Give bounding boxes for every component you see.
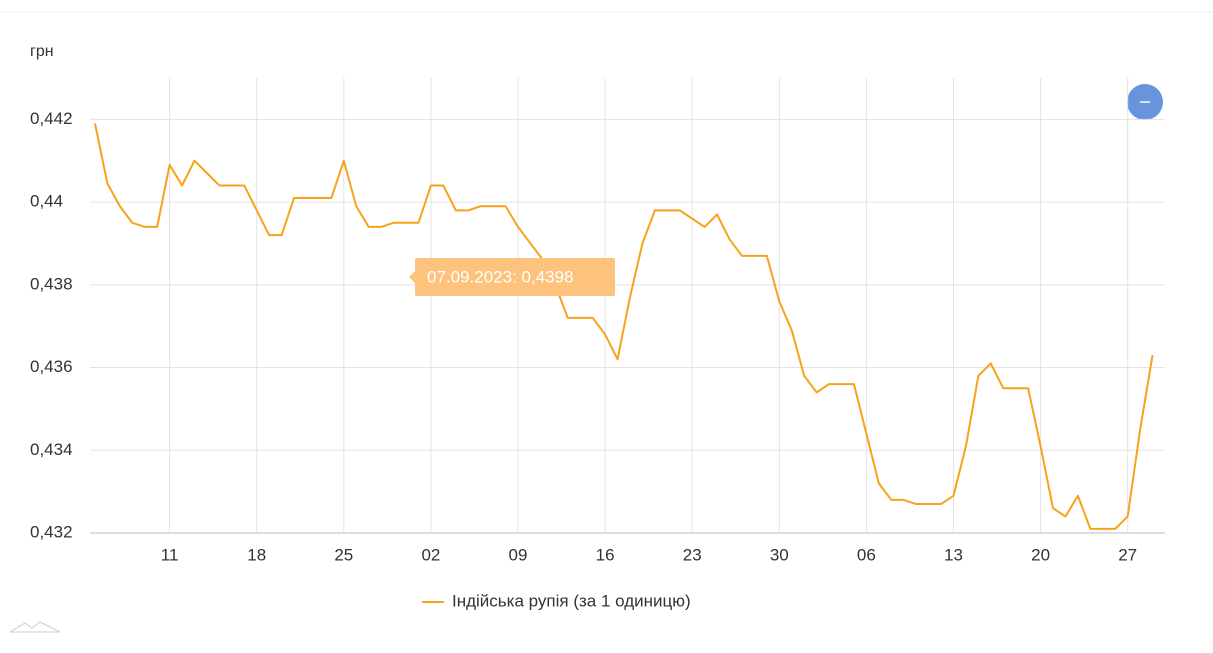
y-tick-label: 0,432 [30, 522, 73, 541]
x-tick-label: 09 [509, 545, 528, 564]
tooltip: 07.09.2023: 0,4398 [409, 258, 615, 296]
logo-icon [9, 621, 61, 633]
y-tick-label: 0,438 [30, 274, 73, 293]
x-tick-label: 27 [1118, 545, 1137, 564]
y-tick-label: 0,44 [30, 192, 63, 211]
data-line [93, 123, 1154, 530]
x-tick-label: 18 [247, 545, 266, 564]
legend-label: Індійська рупія (за 1 одиницю) [452, 591, 691, 610]
y-tick-label: 0,436 [30, 357, 73, 376]
y-tick-label: 0,434 [30, 440, 73, 459]
x-tick-label: 30 [770, 545, 789, 564]
tooltip-arrow [409, 271, 415, 283]
tooltip-box [415, 258, 615, 296]
x-tick-label: 11 [161, 545, 179, 564]
x-tick-label: 16 [596, 545, 615, 564]
zoom-out-button[interactable] [1127, 84, 1163, 120]
y-tick-label: 0,442 [30, 109, 73, 128]
x-tick-label: 23 [683, 545, 702, 564]
x-tick-label: 13 [944, 545, 963, 564]
x-tick-label: 02 [421, 545, 440, 564]
y-axis-label: грн [30, 43, 54, 60]
x-tick-label: 20 [1031, 545, 1050, 564]
x-tick-label: 06 [857, 545, 876, 564]
tooltip-text: 07.09.2023: 0,4398 [427, 267, 574, 286]
x-tick-label: 25 [334, 545, 353, 564]
